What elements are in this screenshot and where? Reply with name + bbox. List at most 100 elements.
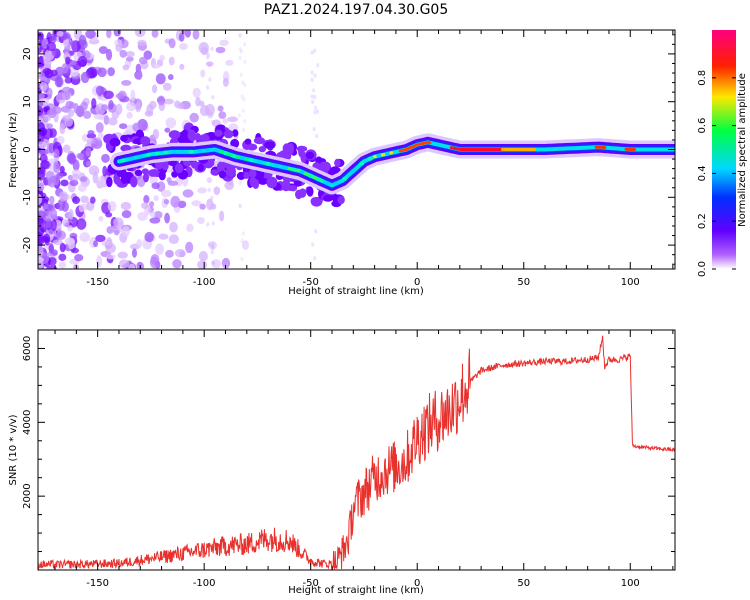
noise-blob (149, 256, 159, 269)
noise-blob (121, 210, 132, 219)
noise-blob (189, 112, 199, 123)
noise-blob (50, 69, 58, 77)
ridge-halo-blob (258, 145, 266, 153)
noise-blob (167, 74, 174, 81)
spectrogram-y-axis-label: Frequency (Hz) (8, 112, 19, 188)
noise-blob (115, 43, 123, 52)
ridge-halo-blob (281, 179, 291, 192)
ridge-spot (350, 169, 356, 174)
noise-blob (149, 211, 156, 218)
ridge-spot (248, 158, 254, 163)
noise-streak-blob (205, 85, 210, 90)
colorbar-ticks: 0.0 0.2 0.4 0.6 0.8 (697, 70, 736, 277)
noise-blob (62, 219, 70, 227)
noise-blob (87, 130, 95, 136)
noise-blob (106, 30, 112, 39)
snr-panel: -150 -100 -50 0 50 100 2000 4000 6000 Height of… (8, 329, 676, 596)
noise-blob (56, 171, 64, 179)
noise-streak-blob (238, 33, 242, 38)
noise-blob (174, 248, 186, 258)
ridge-halo-blob (266, 176, 278, 189)
noise-streak-blob (313, 110, 317, 115)
noise-blob (165, 117, 177, 129)
noise-streak-blob (238, 46, 242, 52)
ridge-halo-blob (246, 143, 258, 151)
noise-blob (108, 99, 114, 110)
noise-blob (70, 40, 77, 47)
noise-blob (199, 203, 206, 210)
ridge-spot (163, 150, 169, 155)
noise-blob (101, 153, 110, 163)
noise-blob (222, 77, 229, 88)
noise-blob (174, 100, 181, 109)
noise-blob (118, 259, 130, 269)
ridge-halo-blob (106, 176, 113, 188)
ridge-spot (137, 154, 143, 159)
ridge-halo-blob (168, 130, 181, 139)
spectrogram-x-ticks: -150 -100 -50 0 50 100 (54, 30, 674, 288)
ridge-spot (188, 149, 194, 154)
noise-blob (60, 179, 69, 187)
noise-blob (55, 92, 67, 104)
noise-blob (151, 182, 160, 190)
noise-blob (200, 69, 206, 78)
spectrogram-y-tick-label: 0 (22, 146, 33, 152)
noise-blob (39, 82, 48, 92)
ridge-spot (197, 149, 203, 154)
noise-streak-blob (310, 70, 314, 75)
ridge-spot (282, 165, 288, 170)
noise-blob (73, 102, 79, 114)
noise-blob (51, 106, 62, 114)
ridge-spot (205, 148, 212, 153)
ridge-halo-blob (204, 162, 213, 169)
ridge-spot (120, 158, 126, 163)
noise-blob (219, 39, 229, 47)
noise-blob (91, 98, 97, 109)
noise-blob (59, 242, 66, 253)
ridge-spot (333, 181, 339, 186)
ridge-halo-blob (232, 129, 239, 137)
noise-blob (143, 194, 150, 204)
noise-blob (92, 140, 103, 149)
noise-streak-blob (206, 52, 211, 58)
noise-blob (58, 253, 67, 261)
noise-blob (198, 250, 208, 262)
ridge-halo-blob (322, 194, 334, 202)
noise-blob (38, 231, 43, 243)
noise-blob (210, 203, 217, 210)
noise-blob (149, 217, 161, 224)
noise-streak-blob (210, 243, 214, 249)
noise-blob (136, 238, 143, 249)
ridge-spot (308, 173, 314, 178)
noise-blob (98, 215, 104, 222)
ridge-halo-blob (197, 163, 204, 172)
noise-blob (95, 122, 104, 134)
noise-blob (204, 103, 215, 116)
colorbar-tick-label: 0.2 (697, 213, 708, 229)
noise-blob (192, 87, 201, 98)
ridge-halo-blob (189, 132, 196, 142)
noise-blob (59, 122, 66, 135)
noise-blob (107, 67, 115, 77)
ridge-spot (239, 156, 246, 161)
noise-blob (97, 176, 106, 187)
noise-blob (107, 201, 117, 212)
noise-blob (168, 38, 176, 49)
noise-blob (90, 68, 98, 78)
noise-blob (95, 234, 106, 243)
snr-x-tick-label: 50 (517, 578, 530, 589)
ridge-halo-blob (174, 163, 184, 174)
noise-blob (113, 30, 122, 37)
ridge-halo-blob (130, 176, 138, 188)
ridge-halo-blob (243, 171, 250, 180)
noise-blob (42, 67, 52, 75)
spectrogram-x-axis-label: Height of straight line (km) (288, 286, 424, 297)
noise-blob (160, 189, 172, 198)
noise-blob (168, 56, 175, 66)
noise-streak-blob (241, 80, 245, 85)
noise-streak-blob (241, 108, 245, 113)
ridge-halo-blob (264, 141, 276, 149)
noise-blob (58, 261, 67, 269)
noise-blob (141, 202, 149, 210)
noise-blob (197, 260, 208, 269)
